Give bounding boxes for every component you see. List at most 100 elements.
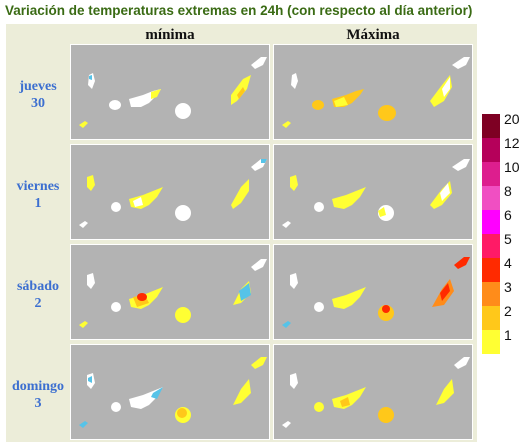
map-panel-domingo-minima xyxy=(70,344,270,440)
island-lanzarote xyxy=(251,357,267,369)
canary-islands-map xyxy=(282,159,470,228)
island-el-hierro xyxy=(282,321,291,328)
island-lanzarote xyxy=(454,357,470,369)
row-label-jueves: jueves 30 xyxy=(8,78,68,112)
island-la-gomera xyxy=(312,100,324,110)
row-label-date: 1 xyxy=(34,196,42,211)
row-label-viernes: viernes 1 xyxy=(8,178,68,212)
island-tenerife-orange-area xyxy=(340,397,350,407)
map-title: Variación de temperaturas extremas en 24… xyxy=(5,3,473,18)
island-fuerteventura-white-area xyxy=(442,77,450,97)
island-fuerteventura xyxy=(231,179,249,209)
legend-swatch xyxy=(482,234,500,258)
island-el-hierro xyxy=(282,421,291,428)
island-el-hierro xyxy=(282,221,291,228)
island-fuerteventura-white-area xyxy=(440,183,450,201)
island-la-gomera xyxy=(111,202,121,212)
row-label-date: 3 xyxy=(34,396,42,411)
map-panel-sabado-minima xyxy=(70,244,270,340)
island-la-palma xyxy=(290,373,298,389)
island-gran-canaria xyxy=(175,103,191,119)
island-tenerife xyxy=(332,187,366,209)
island-gran-canaria-orange-area xyxy=(177,408,187,418)
island-la-palma xyxy=(291,73,298,89)
canary-islands-map xyxy=(282,357,470,428)
island-tenerife-warm-area xyxy=(151,89,161,99)
canary-islands-map xyxy=(282,57,470,128)
legend-label: 5 xyxy=(504,231,512,247)
row-label-day: viernes xyxy=(16,179,60,194)
legend-swatch xyxy=(482,282,500,306)
island-tenerife xyxy=(332,387,366,409)
canary-islands-map xyxy=(79,159,267,228)
legend-swatch xyxy=(482,162,500,186)
island-tenerife xyxy=(129,187,163,209)
island-la-gomera xyxy=(111,302,121,312)
island-la-gomera xyxy=(314,302,324,312)
island-la-gomera xyxy=(109,100,121,110)
canary-islands-map xyxy=(79,357,267,428)
island-la-palma xyxy=(290,273,298,289)
row-label-sabado: sábado 2 xyxy=(8,278,68,312)
legend-label: 4 xyxy=(504,255,512,271)
island-la-palma xyxy=(87,175,95,191)
legend-label: 1 xyxy=(504,327,512,343)
island-fuerteventura-orange-area xyxy=(237,87,245,99)
row-label-date: 2 xyxy=(34,296,42,311)
island-fuerteventura xyxy=(436,379,454,405)
row-label-day: domingo xyxy=(11,379,65,394)
legend-swatch xyxy=(482,186,500,210)
island-lanzarote xyxy=(251,259,267,271)
island-lanzarote xyxy=(454,257,470,269)
legend-swatch xyxy=(482,306,500,330)
island-lanzarote xyxy=(452,159,470,171)
island-lanzarote xyxy=(251,57,267,69)
legend-label: 6 xyxy=(504,207,512,223)
island-gran-canaria-warm-area xyxy=(378,207,386,217)
island-fuerteventura-cool-area xyxy=(239,283,251,301)
map-panel-sabado-maxima xyxy=(273,244,473,340)
island-lanzarote xyxy=(452,57,470,69)
island-la-palma-cool-area xyxy=(89,75,92,80)
legend-label: 10 xyxy=(504,159,520,175)
legend-label: 20 xyxy=(504,111,520,127)
island-fuerteventura xyxy=(233,379,251,405)
map-panel-domingo-maxima xyxy=(273,344,473,440)
island-gran-canaria-hot-spot xyxy=(382,305,390,313)
island-el-hierro xyxy=(79,321,88,328)
map-panel-viernes-maxima xyxy=(273,144,473,240)
island-el-hierro xyxy=(282,121,291,128)
island-la-palma-cool-area xyxy=(88,376,92,383)
island-gran-canaria xyxy=(378,407,394,423)
map-panel-jueves-maxima xyxy=(273,44,473,140)
island-la-gomera xyxy=(314,202,324,212)
map-panel-viernes-minima xyxy=(70,144,270,240)
island-tenerife xyxy=(332,287,366,309)
island-tenerife-hot-spot xyxy=(137,293,147,301)
canary-islands-map xyxy=(79,57,267,128)
legend-label: 12 xyxy=(504,135,520,151)
column-header-maxima: Máxima xyxy=(346,27,400,43)
island-lanzarote-cool-area xyxy=(261,159,267,163)
legend-label: 2 xyxy=(504,303,512,319)
legend-swatch xyxy=(482,210,500,234)
island-el-hierro xyxy=(79,421,88,428)
column-header-minima: mínima xyxy=(145,27,195,43)
island-gran-canaria xyxy=(378,105,396,121)
island-el-hierro xyxy=(79,121,88,128)
legend-swatch xyxy=(482,138,500,162)
row-label-day: jueves xyxy=(19,79,57,94)
legend-label: 3 xyxy=(504,279,512,295)
legend-swatch xyxy=(482,258,500,282)
island-tenerife-white-area xyxy=(133,197,143,207)
island-la-palma xyxy=(87,273,95,289)
island-la-palma xyxy=(290,175,298,191)
row-label-date: 30 xyxy=(31,96,45,111)
legend-label: 8 xyxy=(504,183,512,199)
map-panel-jueves-minima xyxy=(70,44,270,140)
legend-swatch xyxy=(482,330,500,354)
row-label-domingo: domingo 3 xyxy=(8,378,68,412)
island-el-hierro xyxy=(79,221,88,228)
island-tenerife-cool-area xyxy=(151,387,163,399)
canary-islands-map xyxy=(282,257,470,328)
